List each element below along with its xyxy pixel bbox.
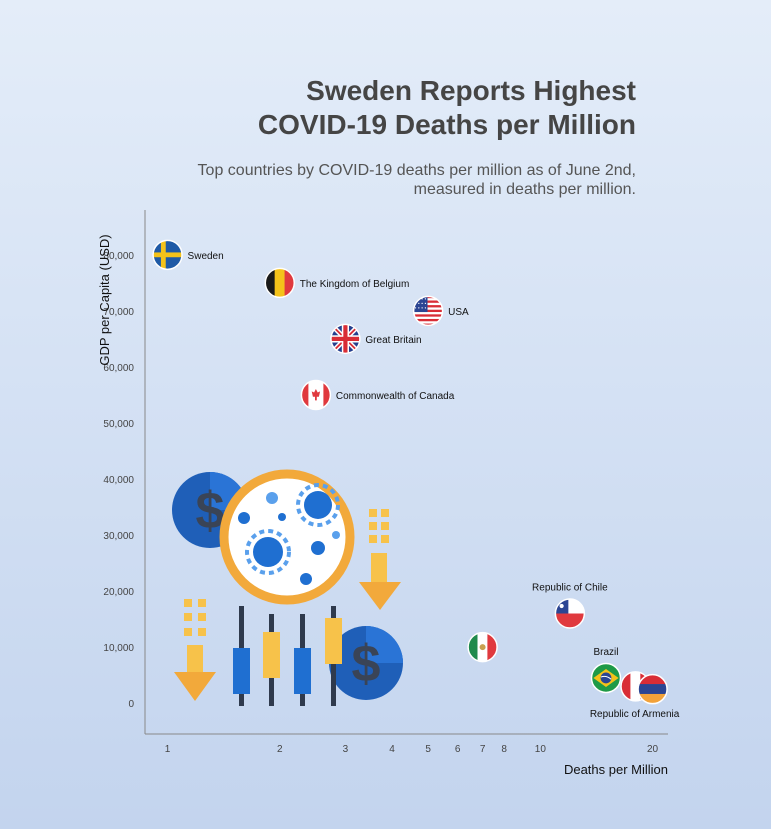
point-label: USA bbox=[448, 307, 469, 318]
covid-economy-illustration: $ bbox=[172, 469, 403, 706]
point-label: Republic of Chile bbox=[532, 583, 608, 594]
flag-marker-canada bbox=[300, 379, 332, 411]
point-label: The Kingdom of Belgium bbox=[300, 279, 410, 290]
chart-title-line-2: COVID-19 Deaths per Million bbox=[257, 109, 636, 140]
axes bbox=[144, 210, 668, 735]
x-tick-label: 7 bbox=[480, 744, 486, 755]
y-tick-label: 30,000 bbox=[103, 531, 134, 542]
point-label: Brazil bbox=[593, 647, 618, 658]
y-tick-label: 0 bbox=[128, 699, 134, 710]
down-arrow-icon bbox=[174, 599, 216, 701]
point-label: Commonwealth of Canada bbox=[336, 391, 455, 402]
point-label: Great Britain bbox=[365, 335, 421, 346]
x-tick-label: 4 bbox=[389, 744, 395, 755]
chart-title: Sweden Reports Highest COVID-19 Deaths p… bbox=[116, 74, 636, 142]
y-tick-label: 50,000 bbox=[103, 419, 134, 430]
svg-text:$: $ bbox=[196, 482, 225, 540]
flag-marker-armenia bbox=[637, 673, 668, 705]
x-tick-label: 2 bbox=[277, 744, 283, 755]
svg-text:$: $ bbox=[352, 635, 381, 693]
y-tick-label: 20,000 bbox=[103, 587, 134, 598]
x-tick-label: 5 bbox=[425, 744, 431, 755]
x-tick-label: 10 bbox=[535, 744, 547, 755]
x-tick-label: 6 bbox=[455, 744, 461, 755]
chart-subtitle: Top countries by COVID-19 deaths per mil… bbox=[197, 162, 636, 198]
dollar-coin-icon: $ bbox=[329, 626, 403, 700]
y-tick-label: 70,000 bbox=[103, 307, 134, 318]
x-tick-label: 1 bbox=[165, 744, 171, 755]
point-label: Republic of Armenia bbox=[590, 709, 680, 720]
x-tick-labels: 1 2 3 4 5 6 7 8 10 20 bbox=[165, 744, 659, 755]
virus-magnifier-icon bbox=[219, 469, 355, 605]
flag-marker-usa bbox=[412, 295, 444, 327]
down-arrow-icon bbox=[359, 509, 401, 610]
flag-marker-mexico bbox=[467, 631, 498, 663]
y-tick-labels: 0 10,000 20,000 30,000 40,000 50,000 60,000 70,… bbox=[103, 251, 134, 710]
y-tick-label: 80,000 bbox=[103, 251, 134, 262]
candlestick-icon bbox=[233, 606, 342, 706]
data-points: Sweden The Kingdom of Belgium USA Great Bri… bbox=[152, 239, 680, 720]
point-label: Sweden bbox=[188, 251, 224, 262]
flag-marker-uk bbox=[330, 323, 361, 355]
y-tick-label: 40,000 bbox=[103, 475, 134, 486]
flag-marker-belgium bbox=[264, 267, 296, 299]
flag-marker-brazil bbox=[590, 662, 622, 694]
y-tick-label: 60,000 bbox=[103, 363, 134, 374]
flag-marker-sweden bbox=[152, 239, 183, 271]
chart-title-line-1: Sweden Reports Highest bbox=[306, 75, 636, 106]
x-tick-label: 8 bbox=[501, 744, 507, 755]
y-tick-label: 10,000 bbox=[103, 643, 134, 654]
x-tick-label: 20 bbox=[647, 744, 659, 755]
y-axis-title: GDP per Capita (USD) bbox=[97, 234, 112, 365]
flag-marker-chile bbox=[554, 598, 586, 629]
x-axis-title: Deaths per Million bbox=[564, 762, 668, 777]
x-tick-label: 3 bbox=[343, 744, 349, 755]
